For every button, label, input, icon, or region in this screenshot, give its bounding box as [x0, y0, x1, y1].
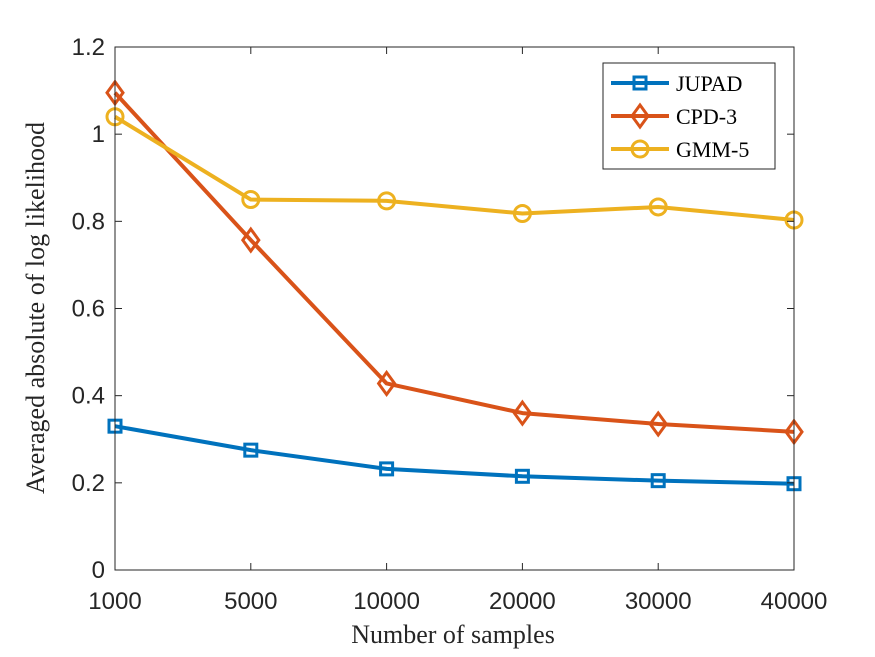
series-line [113, 91, 795, 434]
series-jupad [107, 418, 802, 492]
legend-label: CPD-3 [676, 104, 737, 129]
series-line [113, 115, 795, 223]
data-point [650, 473, 666, 489]
data-point [379, 461, 395, 477]
data-point [512, 203, 532, 223]
y-tick-label: 0.6 [72, 296, 105, 323]
y-tick-label: 0.8 [72, 208, 105, 235]
data-point [241, 190, 261, 210]
y-axis-label: Averaged absolute of log likelihood [21, 122, 50, 494]
y-tick-label: 1.2 [72, 34, 105, 61]
y-tick-label: 0 [92, 557, 105, 584]
legend-label: JUPAD [676, 71, 742, 96]
x-tick-label: 40000 [761, 588, 828, 615]
legend-label: GMM-5 [676, 137, 749, 162]
x-axis-label: Number of samples [351, 620, 555, 649]
data-point [240, 226, 261, 254]
legend-entry: GMM-5 [611, 137, 749, 162]
legend-entry: CPD-3 [611, 102, 737, 130]
legend-marker [630, 102, 650, 130]
legend-marker [632, 75, 648, 91]
data-point [377, 191, 397, 211]
legend: JUPAD CPD-3 GMM-5 [602, 62, 776, 170]
x-tick-label: 20000 [489, 588, 556, 615]
y-tick-label: 1 [92, 121, 105, 148]
data-point [512, 399, 533, 427]
x-tick-label: 5000 [224, 588, 277, 615]
series-cpd-3 [105, 79, 804, 446]
data-point [243, 442, 259, 458]
y-tick-label: 0.2 [72, 470, 105, 497]
legend-marker [630, 139, 650, 159]
y-tick-label: 0.4 [72, 383, 105, 410]
axes: 0 0.2 0.4 0.6 0.8 1 1.2 1000 5000 10000 20000 30000… [72, 34, 828, 615]
data-point [376, 369, 397, 398]
x-tick-label: 30000 [625, 588, 692, 615]
data-point [514, 468, 530, 484]
series-line [114, 424, 795, 486]
x-tick-label: 10000 [353, 588, 420, 615]
data-point [648, 410, 669, 438]
legend-entry: JUPAD [611, 71, 742, 96]
x-tick-label: 1000 [88, 588, 141, 615]
data-point [648, 197, 668, 217]
plot-area [105, 79, 804, 492]
